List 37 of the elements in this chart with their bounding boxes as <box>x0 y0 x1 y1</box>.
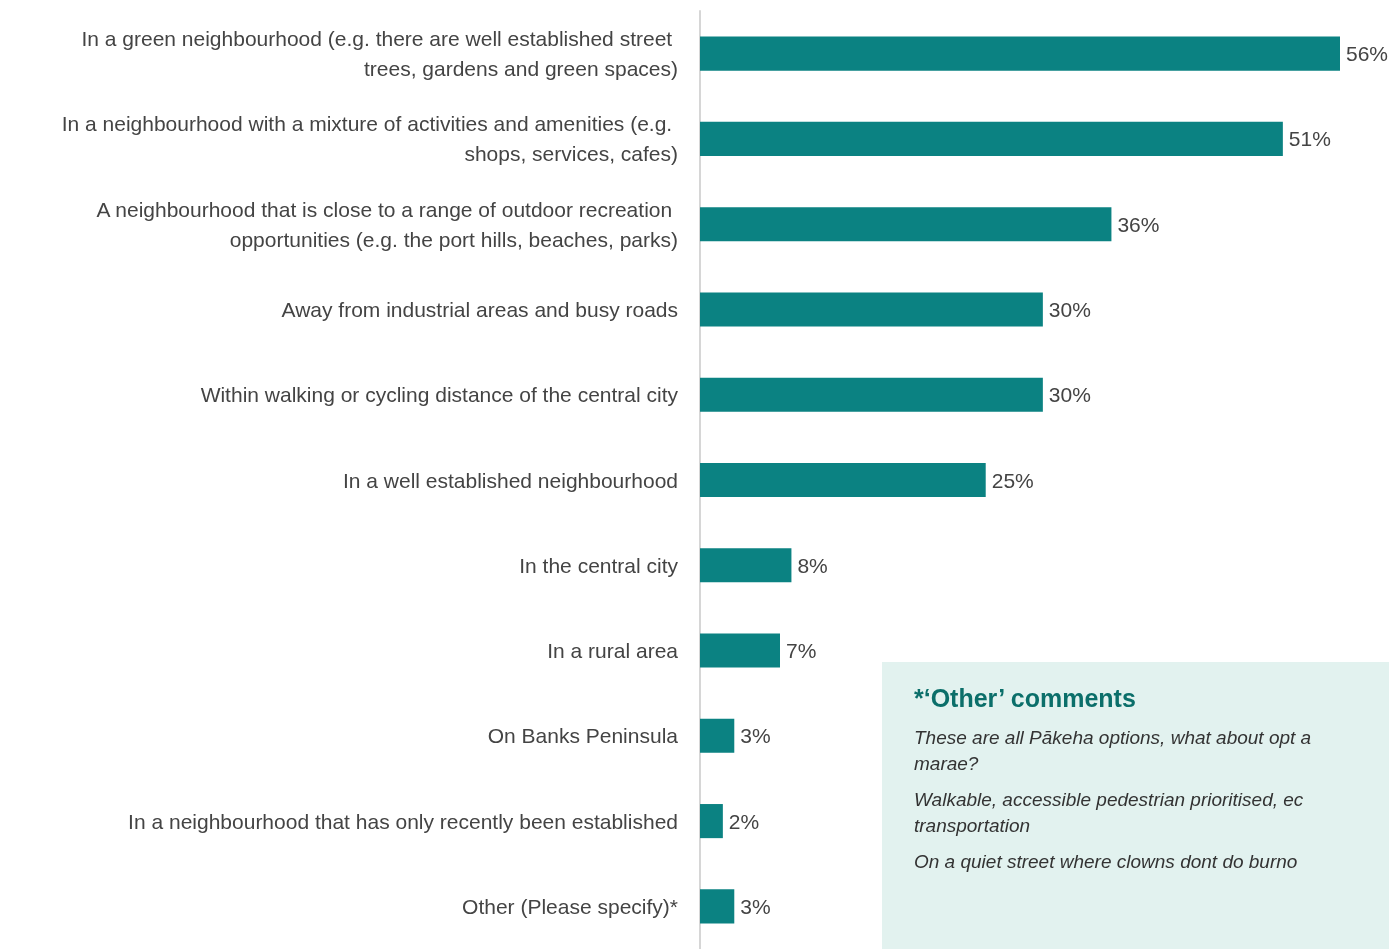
y-tick-label: Other (Please specify)* <box>462 894 678 918</box>
data-label: 25% <box>991 468 1034 492</box>
y-tick-label: In a neighbourhood with a mixture of activities and amenities (e.g. shops, services, cafes) <box>61 112 678 166</box>
bar <box>700 548 792 583</box>
data-label: 3% <box>740 894 771 918</box>
bar <box>700 121 1283 156</box>
y-tick-label: On Banks Peninsula <box>487 724 679 748</box>
data-label: 3% <box>740 724 771 748</box>
data-label: 7% <box>786 639 817 663</box>
bar <box>700 36 1340 71</box>
annotation: On a quiet street where clowns dont do burno <box>914 850 1299 874</box>
data-label: 56% <box>1346 42 1389 66</box>
bar <box>700 804 723 839</box>
y-tick-label: Within walking or cycling distance of the central city <box>200 383 679 407</box>
data-label: 30% <box>1048 383 1091 407</box>
data-label: 36% <box>1117 212 1160 236</box>
annotation: Walkable, accessible pedestrian prioritised, ec transportation <box>914 788 1305 838</box>
data-label: 8% <box>797 553 828 577</box>
bar <box>700 462 986 498</box>
data-label: 30% <box>1048 297 1091 321</box>
y-tick-label: In a green neighbourhood (e.g. there are well established street trees, gardens and green spaces) <box>81 27 678 81</box>
data-label: 2% <box>728 809 760 833</box>
bar <box>700 207 1112 242</box>
y-tick-label: A neighbourhood that is close to a range of outdoor recreation opportunities (e.g. the port hills, beaches, parks) <box>96 197 678 251</box>
y-tick-label: In the central city <box>519 553 679 577</box>
bar <box>700 889 735 924</box>
bar <box>700 633 780 668</box>
y-tick-label: In a neighbourhood that has only recently been established <box>128 809 678 833</box>
bar <box>700 377 1043 412</box>
bar <box>700 718 735 753</box>
y-tick-label: In a well established neighbourhood <box>342 468 678 492</box>
y-tick-label: Away from industrial areas and busy roads <box>281 297 678 321</box>
data-label: 51% <box>1288 127 1331 151</box>
annotation: These are all Pākeha options, what about opt a marae? <box>914 726 1313 776</box>
y-tick-label: In a rural area <box>547 639 679 663</box>
bar <box>700 292 1043 327</box>
annotation: *‘Other’ comments <box>914 684 1137 713</box>
